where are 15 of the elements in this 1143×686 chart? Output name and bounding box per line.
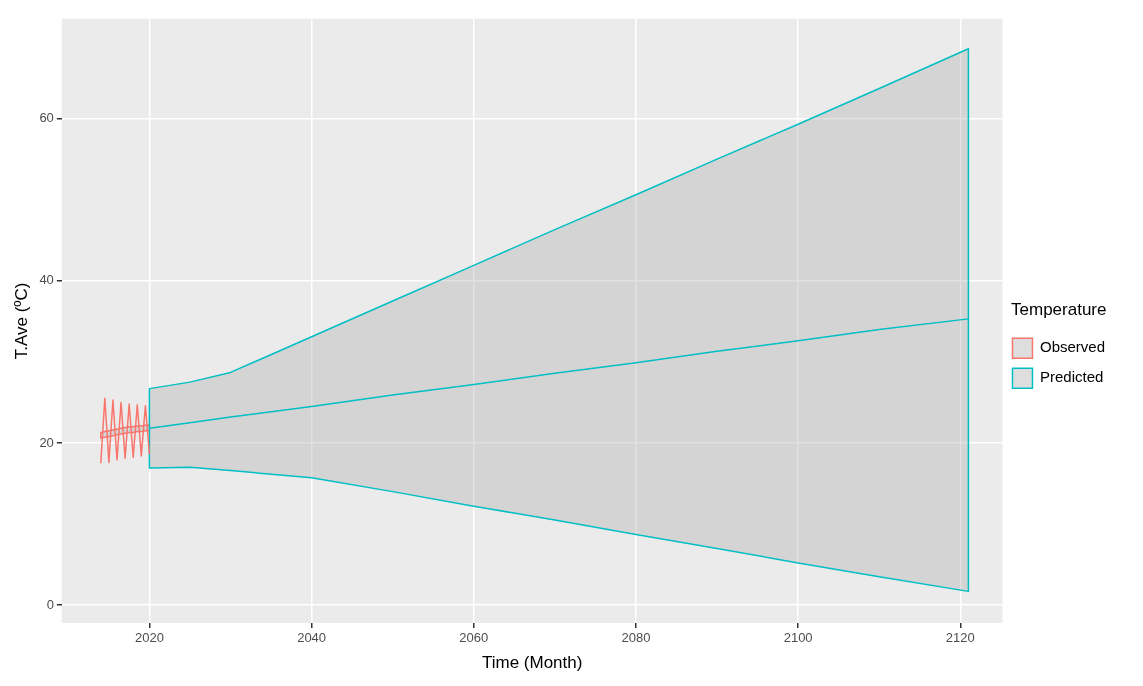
y-tick-label: 60 (39, 110, 54, 126)
x-axis-title: Time (Month) (481, 653, 583, 673)
y-tick-label: 20 (39, 434, 54, 450)
x-tick-label: 2100 (783, 630, 813, 646)
legend-label: Predicted (1039, 368, 1104, 386)
y-tick-label: 0 (46, 596, 54, 612)
y-axis-title: T.Ave (ºC) (11, 282, 31, 360)
legend-label: Observed (1039, 338, 1106, 356)
x-tick-label: 2120 (945, 630, 975, 646)
x-tick-label: 2060 (459, 630, 489, 646)
x-tick-label: 2040 (297, 630, 327, 646)
x-tick-label: 2080 (621, 630, 651, 646)
legend-title: Temperature (1011, 299, 1107, 319)
x-tick-label: 2020 (134, 630, 164, 646)
y-tick-label: 40 (39, 272, 54, 288)
